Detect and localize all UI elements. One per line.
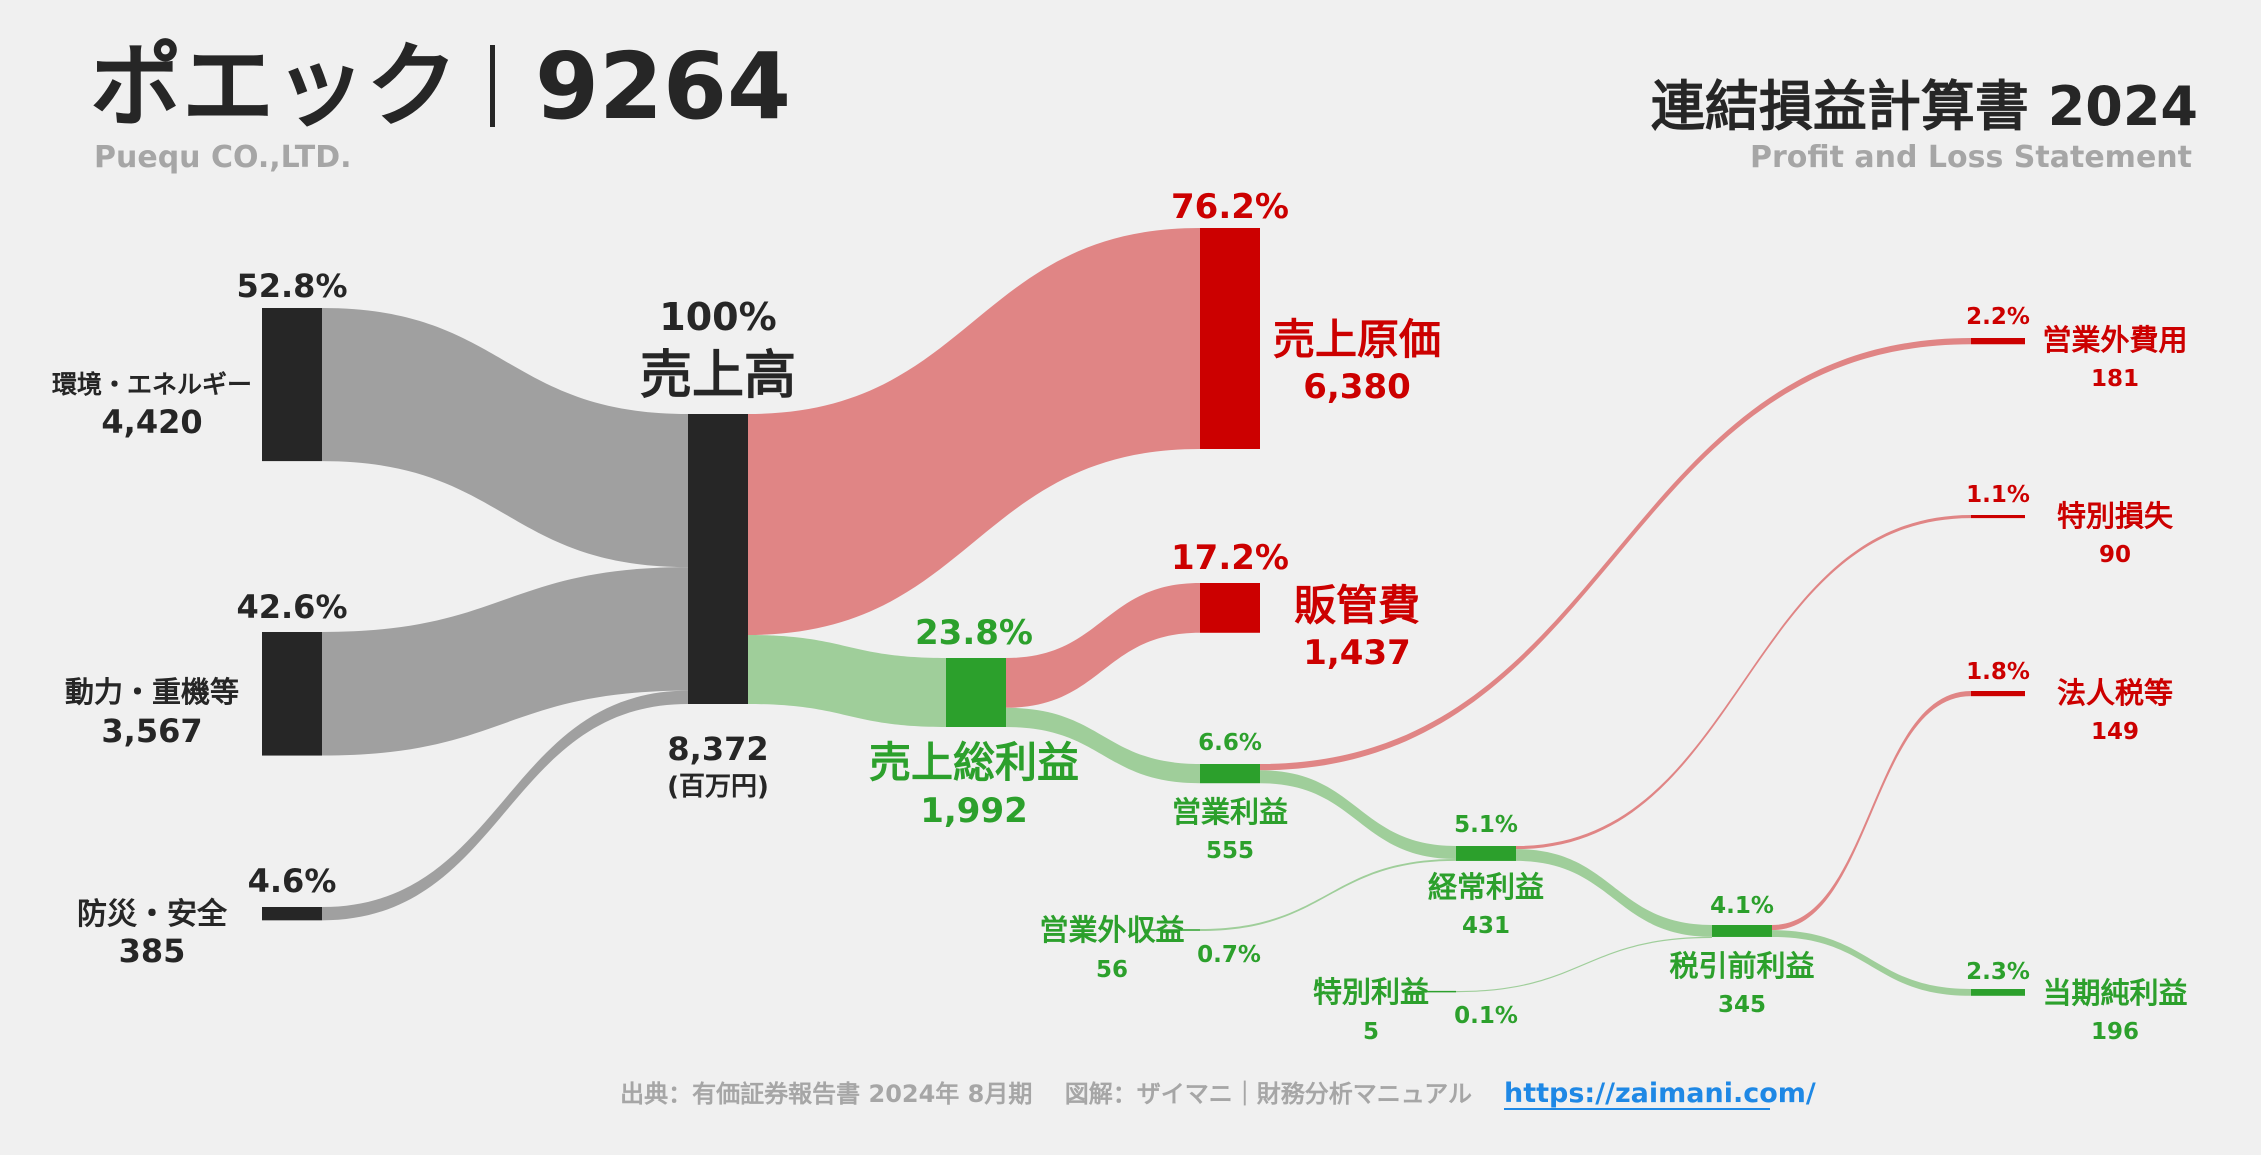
net-pct: 2.3% xyxy=(1966,959,2030,985)
net-label: 当期純利益 xyxy=(2042,976,2187,1010)
pretax-value: 345 xyxy=(1718,992,1766,1018)
ticker: 9264 xyxy=(535,33,791,140)
pretax-label: 税引前利益 xyxy=(1669,949,1814,983)
flow-pretax-tax xyxy=(1772,691,1971,931)
report-subtitle: Profit and Loss Statement xyxy=(1750,140,2192,175)
op-label: 営業利益 xyxy=(1172,795,1288,829)
nonop-inc-value: 56 xyxy=(1096,957,1128,983)
cogs-label: 売上原価 xyxy=(1273,315,1441,364)
seg1-label: 環境・エネルギー xyxy=(52,370,252,399)
nonop-exp-label: 営業外費用 xyxy=(2042,323,2187,357)
revenue-label: 売上高 xyxy=(640,346,796,406)
company-name: ポエック xyxy=(90,33,458,140)
revenue-pct: 100% xyxy=(659,295,776,339)
report-title: 連結損益計算書 2024 xyxy=(1651,75,2198,138)
company-en: Puequ CO.,LTD. xyxy=(94,140,352,175)
nonop-inc-label: 営業外収益 xyxy=(1039,913,1184,947)
ordinary-value: 431 xyxy=(1462,913,1510,939)
cogs-pct: 76.2% xyxy=(1171,187,1289,227)
ordinary-label: 経常利益 xyxy=(1428,870,1544,904)
node-pretax xyxy=(1712,925,1772,937)
node-op xyxy=(1200,764,1260,784)
node-ordinary xyxy=(1456,846,1516,861)
gross-label: 売上総利益 xyxy=(869,738,1079,787)
node-labels: 52.8% 環境・エネルギー 4,420 42.6% 動力・重機等 3,567 … xyxy=(52,187,2188,1045)
site-link-underline xyxy=(1504,1108,1770,1110)
sga-label: 販管費 xyxy=(1294,581,1420,630)
flow-ordinary-sp-loss xyxy=(1516,515,1971,850)
flow-ordinary-pretax xyxy=(1516,849,1712,937)
net-value: 196 xyxy=(2091,1019,2139,1045)
tax-label: 法人税等 xyxy=(2057,676,2173,710)
node-seg2 xyxy=(262,632,322,756)
op-value: 555 xyxy=(1206,838,1254,864)
source-note: 出典：有価証券報告書 2024年 8月期 図解：ザイマニ｜財務分析マニュアル xyxy=(620,1080,1472,1108)
unit-label: (百万円) xyxy=(667,772,769,802)
tax-pct: 1.8% xyxy=(1966,659,2030,685)
sp-gain-label: 特別利益 xyxy=(1313,975,1429,1009)
seg2-value: 3,567 xyxy=(101,712,202,750)
op-pct: 6.6% xyxy=(1198,730,1262,756)
tax-value: 149 xyxy=(2091,719,2139,745)
sp-loss-pct: 1.1% xyxy=(1966,482,2030,508)
title-divider xyxy=(490,45,495,127)
node-nonop-exp xyxy=(1971,338,2025,345)
site-link[interactable]: https://zaimani.com/ xyxy=(1504,1078,1816,1110)
sp-loss-value: 90 xyxy=(2099,542,2131,568)
node-seg1 xyxy=(262,308,322,462)
node-cogs xyxy=(1200,228,1260,449)
site-link-text[interactable]: https://zaimani.com/ xyxy=(1504,1078,1816,1109)
flow-op-nonop-exp xyxy=(1260,338,1971,771)
cogs-value: 6,380 xyxy=(1303,367,1411,407)
seg3-pct: 4.6% xyxy=(248,862,337,900)
node-revenue xyxy=(688,414,748,704)
node-gross xyxy=(946,658,1006,728)
node-layer xyxy=(262,228,2025,996)
node-sp-loss xyxy=(1971,515,2025,519)
gross-pct: 23.8% xyxy=(915,613,1033,653)
flow-seg1-revenue xyxy=(322,308,688,568)
nonop-inc-pct: 0.7% xyxy=(1197,942,1261,968)
flow-op-ordinary xyxy=(1260,770,1456,859)
revenue-value: 8,372 xyxy=(667,730,768,768)
pretax-pct: 4.1% xyxy=(1710,893,1774,919)
node-seg3 xyxy=(262,907,322,921)
node-sga xyxy=(1200,583,1260,633)
sga-value: 1,437 xyxy=(1303,633,1411,673)
seg2-label: 動力・重機等 xyxy=(65,675,239,709)
flow-nonop-inc-ordinary xyxy=(1200,858,1456,931)
flow-sp-gain-pretax xyxy=(1456,936,1712,993)
sp-gain-value: 5 xyxy=(1363,1019,1379,1045)
node-tax xyxy=(1971,691,2025,697)
nonop-exp-pct: 2.2% xyxy=(1966,304,2030,330)
flow-gross-op xyxy=(1006,707,1200,784)
flow-pretax-net xyxy=(1772,930,1971,996)
seg1-pct: 52.8% xyxy=(236,267,347,305)
flow-seg3-revenue xyxy=(322,690,688,921)
sp-loss-label: 特別損失 xyxy=(2057,499,2174,533)
seg3-value: 385 xyxy=(119,932,186,970)
seg1-value: 4,420 xyxy=(101,403,202,441)
flow-layer xyxy=(322,228,1971,996)
flow-gross-sga xyxy=(1006,583,1200,708)
nonop-exp-value: 181 xyxy=(2091,366,2139,392)
seg2-pct: 42.6% xyxy=(236,588,347,626)
node-net xyxy=(1971,989,2025,996)
ordinary-pct: 5.1% xyxy=(1454,812,1518,838)
seg3-label: 防災・安全 xyxy=(77,897,228,932)
sga-pct: 17.2% xyxy=(1171,538,1289,578)
flow-revenue-cogs xyxy=(748,228,1200,635)
flow-revenue-gross xyxy=(748,634,946,728)
sp-gain-pct: 0.1% xyxy=(1454,1003,1518,1029)
flow-seg2-revenue xyxy=(322,567,688,756)
gross-value: 1,992 xyxy=(920,791,1028,831)
